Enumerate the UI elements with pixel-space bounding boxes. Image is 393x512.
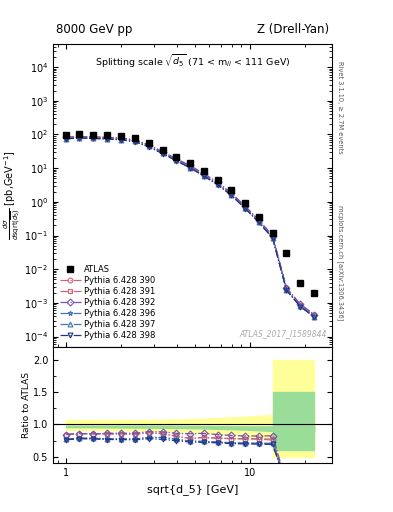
Text: ATLAS_2017_I1589844: ATLAS_2017_I1589844 — [239, 329, 327, 337]
Text: 8000 GeV pp: 8000 GeV pp — [56, 23, 132, 36]
Text: Splitting scale $\sqrt{d_5}$ (71 < m$_{ll}$ < 111 GeV): Splitting scale $\sqrt{d_5}$ (71 < m$_{l… — [95, 53, 290, 70]
Legend: ATLAS, Pythia 6.428 390, Pythia 6.428 391, Pythia 6.428 392, Pythia 6.428 396, P: ATLAS, Pythia 6.428 390, Pythia 6.428 39… — [56, 261, 159, 344]
X-axis label: sqrt{d_5} [GeV]: sqrt{d_5} [GeV] — [147, 484, 238, 495]
Text: Rivet 3.1.10, ≥ 2.7M events: Rivet 3.1.10, ≥ 2.7M events — [337, 61, 343, 154]
Text: mcplots.cern.ch [arXiv:1306.3436]: mcplots.cern.ch [arXiv:1306.3436] — [337, 205, 344, 320]
Y-axis label: Ratio to ATLAS: Ratio to ATLAS — [22, 372, 31, 438]
Text: Z (Drell-Yan): Z (Drell-Yan) — [257, 23, 329, 36]
Y-axis label: $\frac{d\sigma}{d\mathrm{sqrt}(\overline{d_5})}$ [pb,GeV$^{-1}$]: $\frac{d\sigma}{d\mathrm{sqrt}(\overline… — [1, 150, 23, 240]
